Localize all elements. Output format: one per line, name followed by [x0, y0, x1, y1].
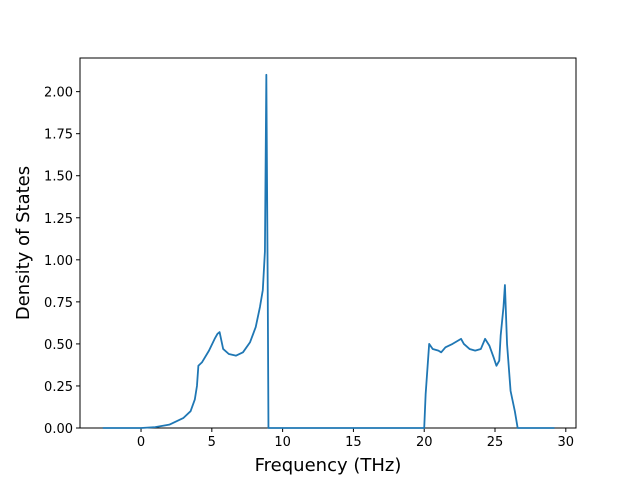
- x-tick-label: 20: [416, 435, 433, 450]
- y-tick-label: 0.75: [44, 296, 73, 311]
- y-tick-label: 1.50: [44, 170, 73, 185]
- y-tick-label: 1.00: [44, 254, 73, 269]
- y-tick-label: 0.00: [44, 422, 73, 437]
- data-line: [102, 73, 555, 429]
- axes-frame: [79, 57, 577, 429]
- x-tick-label: 0: [137, 435, 145, 450]
- x-axis-label: Frequency (THz): [255, 455, 402, 476]
- x-tick-label: 15: [345, 435, 362, 450]
- y-tick-label: 1.75: [44, 128, 73, 143]
- x-tick-label: 10: [274, 435, 291, 450]
- y-tick-label: 0.50: [44, 338, 73, 353]
- y-tick-label: 0.25: [44, 380, 73, 395]
- x-tick-label: 30: [558, 435, 575, 450]
- y-axis-label: Density of States: [13, 166, 34, 320]
- x-tick-label: 5: [208, 435, 216, 450]
- y-tick-label: 2.00: [44, 86, 73, 101]
- x-tick-label: 25: [487, 435, 504, 450]
- y-tick-label: 1.25: [44, 212, 73, 227]
